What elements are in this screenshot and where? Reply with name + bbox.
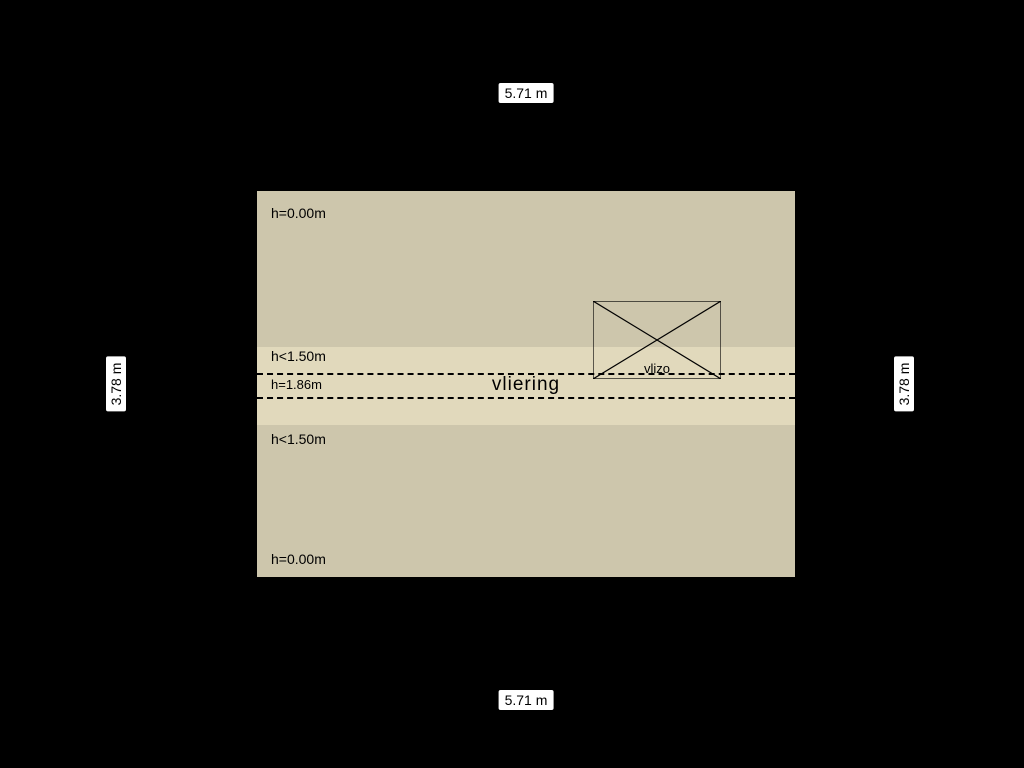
dimension-height-left: 3.78 m <box>106 357 126 412</box>
height-label-lt150-lower: h<1.50m <box>271 431 326 447</box>
height-label-lt150-upper: h<1.50m <box>271 348 326 364</box>
dimension-height-right: 3.78 m <box>894 357 914 412</box>
dashed-line-lower <box>257 397 795 399</box>
height-label-top-eave: h=0.00m <box>271 205 326 221</box>
dimension-width-bottom: 5.71 m <box>499 690 554 710</box>
dimension-width-top: 5.71 m <box>499 83 554 103</box>
floor-plan: vliering h=0.00m h<1.50m h=1.86m h<1.50m… <box>256 190 796 578</box>
diagram-canvas: vliering h=0.00m h<1.50m h=1.86m h<1.50m… <box>0 0 1024 768</box>
hatch-label: vlizo <box>644 361 670 376</box>
attic-hatch: vlizo <box>593 301 721 379</box>
height-label-ridge: h=1.86m <box>271 377 322 392</box>
height-label-bottom-eave: h=0.00m <box>271 551 326 567</box>
